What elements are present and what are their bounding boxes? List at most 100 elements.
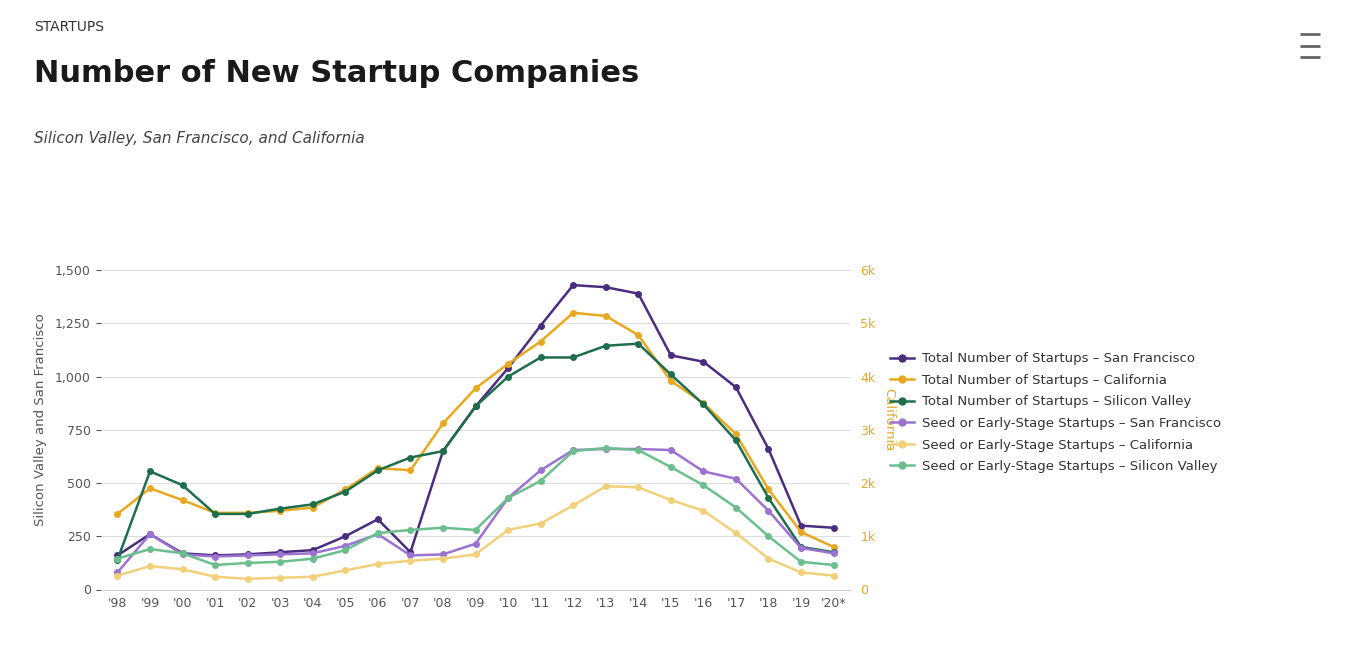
- Seed or Early-Stage Startups – Silicon Valley: [533, 477, 549, 485]
- Total Number of Startups – San Francisco: [500, 364, 517, 372]
- Seed or Early-Stage Startups – Silicon Valley: [272, 558, 289, 566]
- Seed or Early-Stage Startups – California: [728, 529, 745, 537]
- Total Number of Startups – Silicon Valley: [142, 468, 158, 476]
- Total Number of Startups – California: [793, 528, 809, 536]
- Seed or Early-Stage Startups – San Francisco: [598, 445, 614, 453]
- Seed or Early-Stage Startups – California: [142, 562, 158, 570]
- Seed or Early-Stage Startups – California: [109, 572, 125, 580]
- Seed or Early-Stage Startups – California: [598, 482, 614, 490]
- Seed or Early-Stage Startups – Silicon Valley: [174, 550, 190, 557]
- Line: Total Number of Startups – San Francisco: Total Number of Startups – San Francisco: [115, 282, 836, 558]
- Seed or Early-Stage Startups – Silicon Valley: [728, 504, 745, 512]
- Total Number of Startups – California: [695, 400, 711, 407]
- Total Number of Startups – San Francisco: [272, 548, 289, 556]
- Total Number of Startups – Silicon Valley: [467, 402, 483, 410]
- Line: Seed or Early-Stage Startups – San Francisco: Seed or Early-Stage Startups – San Franc…: [115, 446, 836, 575]
- Y-axis label: Silicon Valley and San Francisco: Silicon Valley and San Francisco: [34, 313, 47, 525]
- Seed or Early-Stage Startups – Silicon Valley: [500, 494, 517, 502]
- Total Number of Startups – San Francisco: [337, 533, 353, 540]
- Seed or Early-Stage Startups – San Francisco: [337, 542, 353, 550]
- Seed or Early-Stage Startups – California: [370, 560, 386, 568]
- Total Number of Startups – Silicon Valley: [630, 340, 646, 348]
- Total Number of Startups – Silicon Valley: [305, 500, 321, 508]
- Total Number of Startups – Silicon Valley: [500, 373, 517, 381]
- Total Number of Startups – Silicon Valley: [109, 555, 125, 563]
- Total Number of Startups – California: [206, 509, 223, 517]
- Total Number of Startups – Silicon Valley: [272, 504, 289, 512]
- Seed or Early-Stage Startups – San Francisco: [402, 552, 418, 559]
- Seed or Early-Stage Startups – California: [662, 496, 679, 504]
- Seed or Early-Stage Startups – San Francisco: [826, 550, 842, 557]
- Total Number of Startups – California: [109, 510, 125, 518]
- Seed or Early-Stage Startups – Silicon Valley: [565, 447, 581, 455]
- Legend: Total Number of Startups – San Francisco, Total Number of Startups – California,: Total Number of Startups – San Francisco…: [890, 352, 1221, 473]
- Total Number of Startups – California: [500, 360, 517, 367]
- Seed or Early-Stage Startups – San Francisco: [206, 553, 223, 561]
- Total Number of Startups – Silicon Valley: [174, 481, 190, 489]
- Seed or Early-Stage Startups – San Francisco: [109, 569, 125, 576]
- Seed or Early-Stage Startups – California: [174, 565, 190, 573]
- Seed or Early-Stage Startups – San Francisco: [500, 494, 517, 502]
- Seed or Early-Stage Startups – California: [533, 519, 549, 527]
- Seed or Early-Stage Startups – San Francisco: [728, 475, 745, 483]
- Line: Seed or Early-Stage Startups – Silicon Valley: Seed or Early-Stage Startups – Silicon V…: [115, 445, 836, 568]
- Text: Silicon Valley, San Francisco, and California: Silicon Valley, San Francisco, and Calif…: [34, 131, 364, 146]
- Total Number of Startups – California: [337, 485, 353, 493]
- Total Number of Startups – San Francisco: [240, 550, 256, 558]
- Seed or Early-Stage Startups – California: [337, 567, 353, 574]
- Total Number of Startups – Silicon Valley: [793, 543, 809, 551]
- Total Number of Startups – San Francisco: [467, 402, 483, 410]
- Total Number of Startups – California: [467, 384, 483, 392]
- Seed or Early-Stage Startups – California: [761, 555, 777, 563]
- Total Number of Startups – California: [826, 543, 842, 551]
- Seed or Early-Stage Startups – Silicon Valley: [630, 446, 646, 454]
- Total Number of Startups – California: [402, 466, 418, 474]
- Total Number of Startups – San Francisco: [793, 521, 809, 529]
- Total Number of Startups – San Francisco: [370, 515, 386, 523]
- Total Number of Startups – California: [370, 464, 386, 472]
- Total Number of Startups – San Francisco: [662, 351, 679, 359]
- Total Number of Startups – California: [598, 312, 614, 320]
- Seed or Early-Stage Startups – Silicon Valley: [695, 481, 711, 489]
- Line: Total Number of Startups – California: Total Number of Startups – California: [115, 310, 836, 550]
- Total Number of Startups – San Francisco: [565, 281, 581, 289]
- Total Number of Startups – San Francisco: [533, 322, 549, 329]
- Seed or Early-Stage Startups – California: [402, 557, 418, 565]
- Total Number of Startups – California: [728, 430, 745, 438]
- Seed or Early-Stage Startups – California: [467, 550, 483, 558]
- Total Number of Startups – California: [305, 504, 321, 512]
- Total Number of Startups – Silicon Valley: [370, 466, 386, 474]
- Seed or Early-Stage Startups – Silicon Valley: [402, 526, 418, 534]
- Total Number of Startups – San Francisco: [695, 358, 711, 365]
- Total Number of Startups – San Francisco: [598, 283, 614, 291]
- Total Number of Startups – California: [240, 509, 256, 517]
- Total Number of Startups – San Francisco: [434, 447, 451, 455]
- Seed or Early-Stage Startups – San Francisco: [695, 468, 711, 476]
- Seed or Early-Stage Startups – Silicon Valley: [761, 533, 777, 540]
- Seed or Early-Stage Startups – San Francisco: [565, 446, 581, 454]
- Total Number of Startups – Silicon Valley: [533, 354, 549, 362]
- Seed or Early-Stage Startups – Silicon Valley: [370, 529, 386, 537]
- Text: STARTUPS: STARTUPS: [34, 20, 104, 33]
- Seed or Early-Stage Startups – San Francisco: [434, 550, 451, 558]
- Seed or Early-Stage Startups – Silicon Valley: [793, 558, 809, 566]
- Total Number of Startups – Silicon Valley: [240, 510, 256, 518]
- Seed or Early-Stage Startups – Silicon Valley: [662, 463, 679, 471]
- Total Number of Startups – San Francisco: [826, 524, 842, 532]
- Total Number of Startups – Silicon Valley: [761, 494, 777, 502]
- Total Number of Startups – Silicon Valley: [206, 510, 223, 518]
- Total Number of Startups – California: [761, 485, 777, 493]
- Seed or Early-Stage Startups – California: [826, 572, 842, 580]
- Total Number of Startups – Silicon Valley: [826, 548, 842, 556]
- Seed or Early-Stage Startups – California: [240, 575, 256, 583]
- Total Number of Startups – Silicon Valley: [402, 453, 418, 461]
- Total Number of Startups – California: [142, 485, 158, 493]
- Line: Total Number of Startups – Silicon Valley: Total Number of Startups – Silicon Valle…: [115, 341, 836, 563]
- Total Number of Startups – San Francisco: [142, 531, 158, 538]
- Seed or Early-Stage Startups – Silicon Valley: [434, 524, 451, 532]
- Seed or Early-Stage Startups – Silicon Valley: [206, 561, 223, 569]
- Total Number of Startups – San Francisco: [305, 546, 321, 554]
- Seed or Early-Stage Startups – San Francisco: [662, 446, 679, 454]
- Seed or Early-Stage Startups – Silicon Valley: [305, 555, 321, 563]
- Seed or Early-Stage Startups – San Francisco: [761, 507, 777, 515]
